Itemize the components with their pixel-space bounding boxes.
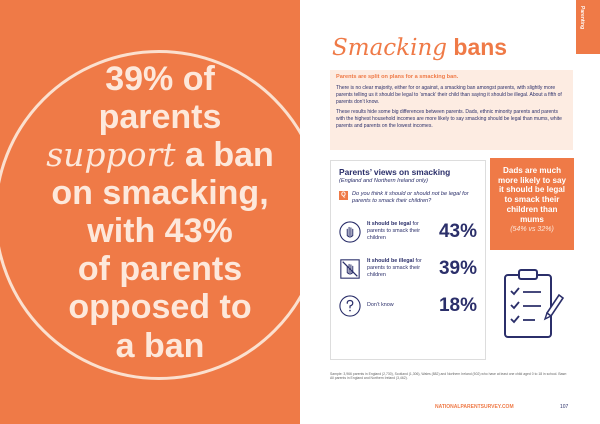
quote-line: with 43% xyxy=(87,212,233,251)
quote-line: opposed to xyxy=(68,288,252,327)
quote-line: parents xyxy=(98,98,222,137)
stat-value: 18% xyxy=(438,294,477,316)
stat-value: 43% xyxy=(438,220,477,242)
page-title: Smacking bans xyxy=(332,34,507,61)
quote-script-word: support xyxy=(46,135,176,175)
hand-icon xyxy=(339,220,361,243)
footnote: Sample: 3,966 parents in England (2,730)… xyxy=(330,372,567,381)
title-script: Smacking xyxy=(332,35,447,61)
quote-line-rest: a ban xyxy=(175,136,274,175)
headline-quote: 39% of parents support a ban on smacking… xyxy=(10,60,300,365)
question-text: Do you think it should or should not be … xyxy=(352,191,469,205)
card-title: Parents’ views on smacking xyxy=(339,167,451,177)
stat-row-legal: It should be legal for parents to smack … xyxy=(339,221,477,243)
stat-row-illegal: It should be illegal for parents to smac… xyxy=(339,258,477,280)
intro-paragraph: These results hide some big differences … xyxy=(336,109,562,129)
intro-paragraph: There is no clear majority, either for o… xyxy=(336,85,562,105)
stat-row-dont-know: Don’t know 18% xyxy=(339,295,477,317)
stat-label-rest: Don’t know xyxy=(367,302,394,309)
page-number: 107 xyxy=(560,404,569,410)
decorative-circle xyxy=(0,50,300,380)
dads-callout-text: Dads are much more likely to say it shou… xyxy=(498,166,566,224)
title-bold: bans xyxy=(453,34,508,60)
quote-line: 39% of xyxy=(105,60,215,98)
stat-label: Don’t know xyxy=(367,302,427,309)
quote-line: on smacking, xyxy=(51,174,269,213)
stat-label-emphasis: It should be legal xyxy=(367,221,412,227)
stat-label-rest: for parents to smack their children xyxy=(367,258,422,279)
no-hand-icon xyxy=(340,258,360,279)
quote-line: a ban xyxy=(115,326,205,365)
question-icon xyxy=(339,294,361,317)
intro-box: Parents are split on plans for a smackin… xyxy=(330,70,573,150)
card-subtitle: (England and Northern Ireland only) xyxy=(339,178,428,184)
section-tab: Parenting xyxy=(576,0,600,54)
intro-lead: Parents are split on plans for a smackin… xyxy=(336,74,459,80)
stat-label-emphasis: It should be illegal xyxy=(367,258,415,264)
quote-line: support a ban xyxy=(10,136,300,174)
section-tab-label: Parenting xyxy=(579,6,585,30)
stat-value: 39% xyxy=(438,257,477,279)
stat-label-rest: for parents to smack their children xyxy=(367,221,421,242)
question-badge: Q xyxy=(339,191,348,200)
left-page: 39% of parents support a ban on smacking… xyxy=(0,0,300,424)
footer-url[interactable]: NATIONALPARENTSURVEY.COM xyxy=(435,404,514,410)
dads-callout-note: (54% vs 32%) xyxy=(510,226,554,234)
stat-label: It should be legal for parents to smack … xyxy=(367,221,427,242)
question-row: Q Do you think it should or should not b… xyxy=(339,191,477,206)
dads-callout: Dads are much more likely to say it shou… xyxy=(490,158,574,250)
stats-card: Parents’ views on smacking (England and … xyxy=(330,160,486,360)
right-page: Parenting Smacking bans Parents are spli… xyxy=(300,0,600,424)
stat-label: It should be illegal for parents to smac… xyxy=(367,258,427,279)
clipboard-icon xyxy=(504,269,565,338)
quote-line: of parents xyxy=(77,250,243,289)
